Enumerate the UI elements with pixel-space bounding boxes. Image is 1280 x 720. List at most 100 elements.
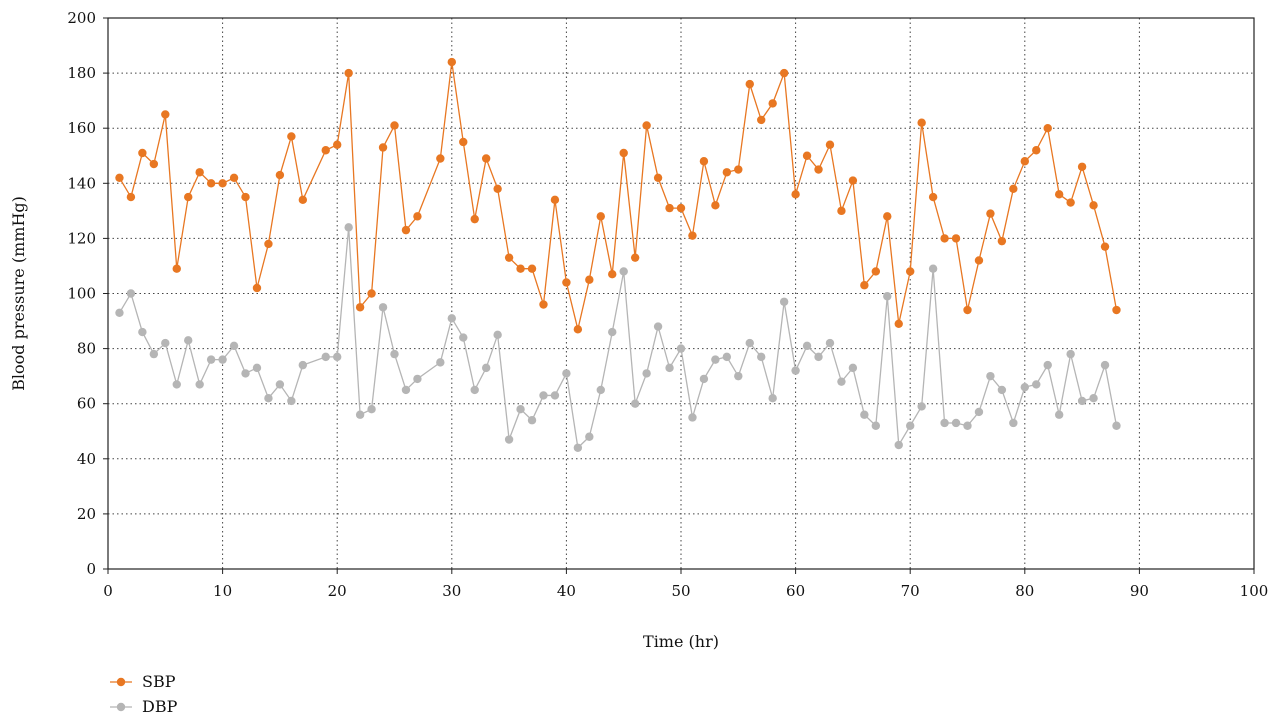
sbp-data-point [413,212,422,221]
sbp-data-point [459,137,468,147]
dbp-data-point [184,336,193,345]
dbp-data-point [1054,410,1064,419]
dbp-data-point [126,289,136,298]
dbp-data-point [871,421,881,430]
sbp-data-point [711,201,720,210]
sbp-data-point [653,173,663,182]
sbp-data-point [699,157,709,166]
sbp-data-point [470,214,479,224]
y-tick-label: 140 [67,174,96,192]
dbp-data-point [1077,396,1087,406]
sbp-data-point [963,305,972,315]
series-dbp [115,223,1121,452]
dbp-data-point [390,349,399,359]
x-tick-label: 50 [671,582,690,600]
sbp-data-point [252,283,262,293]
dbp-data-point [928,264,938,273]
dbp-data-point [264,393,273,403]
dbp-data-point [757,352,766,362]
dbp-data-point [699,374,709,384]
sbp-data-point [539,300,548,309]
sbp-data-point [481,154,491,163]
y-tick-label: 40 [77,450,96,468]
dbp-data-point [665,363,674,373]
y-tick-label: 120 [67,229,96,247]
sbp-data-point [665,203,674,213]
series-sbp [115,57,1121,334]
y-tick-label: 100 [67,285,96,303]
x-tick-label: 90 [1130,582,1149,600]
sbp-data-point [298,195,308,205]
sbp-data-point [722,168,732,177]
dbp-data-point [825,338,835,348]
x-tick-label: 40 [557,582,576,600]
dbp-data-point [539,391,548,400]
sbp-data-point [986,209,995,218]
dbp-data-point [630,399,640,408]
dbp-data-point [596,385,605,395]
dbp-data-point [1009,418,1018,428]
series-layer [115,57,1121,452]
dbp-data-point [470,385,479,395]
dbp-data-point [894,440,903,450]
sbp-data-point [275,170,285,180]
sbp-data-point [333,140,342,149]
dbp-data-point [642,369,651,378]
sbp-data-point [951,234,961,243]
y-tick-label: 0 [86,560,96,578]
sbp-data-point [562,278,571,287]
sbp-data-point [367,289,376,298]
sbp-data-point [390,121,399,130]
dbp-data-point [447,314,456,323]
sbp-data-point [149,159,159,169]
sbp-data-point [883,212,892,221]
dbp-data-point [333,352,342,362]
dbp-data-point [138,327,147,337]
sbp-data-point [1112,305,1121,315]
dbp-data-point [287,396,296,406]
sbp-data-point [447,57,456,67]
dbp-data-point [974,407,984,417]
dbp-data-point [436,358,445,367]
dbp-data-point [768,393,777,403]
sbp-data-point [516,264,525,273]
dbp-data-point [527,416,537,425]
sbp-data-point [585,275,594,284]
sbp-data-point [757,115,766,125]
x-tick-label: 60 [786,582,805,600]
dbp-data-point [906,421,915,430]
x-tick-label: 0 [103,582,113,600]
sbp-data-point [573,325,583,334]
dbp-data-point [745,338,754,348]
sbp-data-point [928,192,938,202]
sbp-data-point [974,256,984,265]
dbp-data-point [1020,382,1029,392]
dbp-data-point [837,377,846,386]
sbp-data-point [791,190,800,199]
sbp-data-point [940,234,949,243]
sbp-data-point [218,179,227,188]
dbp-data-point [997,385,1007,395]
dbp-data-point [1032,380,1041,389]
sbp-data-point [1043,124,1052,133]
sbp-data-point [241,192,250,202]
dbp-data-point [493,330,502,340]
dbp-data-point [585,432,594,441]
dbp-data-point [413,374,422,384]
legend-marker-dbp [116,702,126,712]
dbp-data-point [940,418,949,428]
sbp-data-point [355,303,365,312]
dbp-data-point [206,355,216,364]
y-tick-label: 180 [67,64,96,82]
dbp-data-point [504,435,514,444]
legend-marker-sbp [116,677,126,687]
dbp-data-point [653,322,663,331]
dbp-data-point [218,355,227,364]
sbp-data-point [195,168,204,177]
dbp-data-point [562,369,571,378]
y-tick-label: 20 [77,505,96,523]
sbp-data-point [378,143,388,152]
dbp-data-point [1112,421,1121,430]
sbp-data-point [527,264,537,273]
x-tick-label: 100 [1240,582,1269,600]
